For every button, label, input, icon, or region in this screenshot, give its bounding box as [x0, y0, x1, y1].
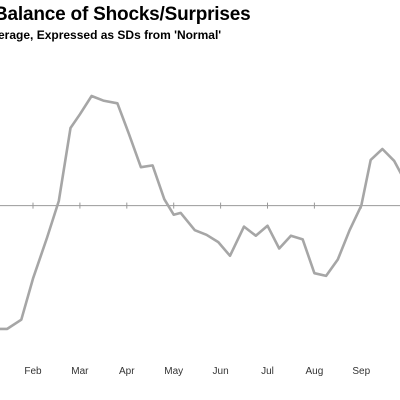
- x-tick-label: Jun: [213, 366, 229, 377]
- series-line: [0, 94, 400, 331]
- x-tick-label: Mar: [71, 366, 89, 377]
- x-tick-label: Apr: [119, 366, 135, 377]
- x-tick-label: Feb: [24, 366, 42, 377]
- chart-title: Balance of Shocks/Surprises: [0, 4, 251, 25]
- x-tick-label: Jul: [261, 366, 274, 377]
- x-axis: Feb Mar Apr May Jun Jul Aug Sep: [24, 202, 371, 377]
- x-tick-label: May: [164, 366, 183, 377]
- x-tick-label: Sep: [352, 366, 370, 377]
- x-tick-label: Aug: [306, 366, 324, 377]
- chart-subtitle: erage, Expressed as SDs from 'Normal': [0, 28, 222, 42]
